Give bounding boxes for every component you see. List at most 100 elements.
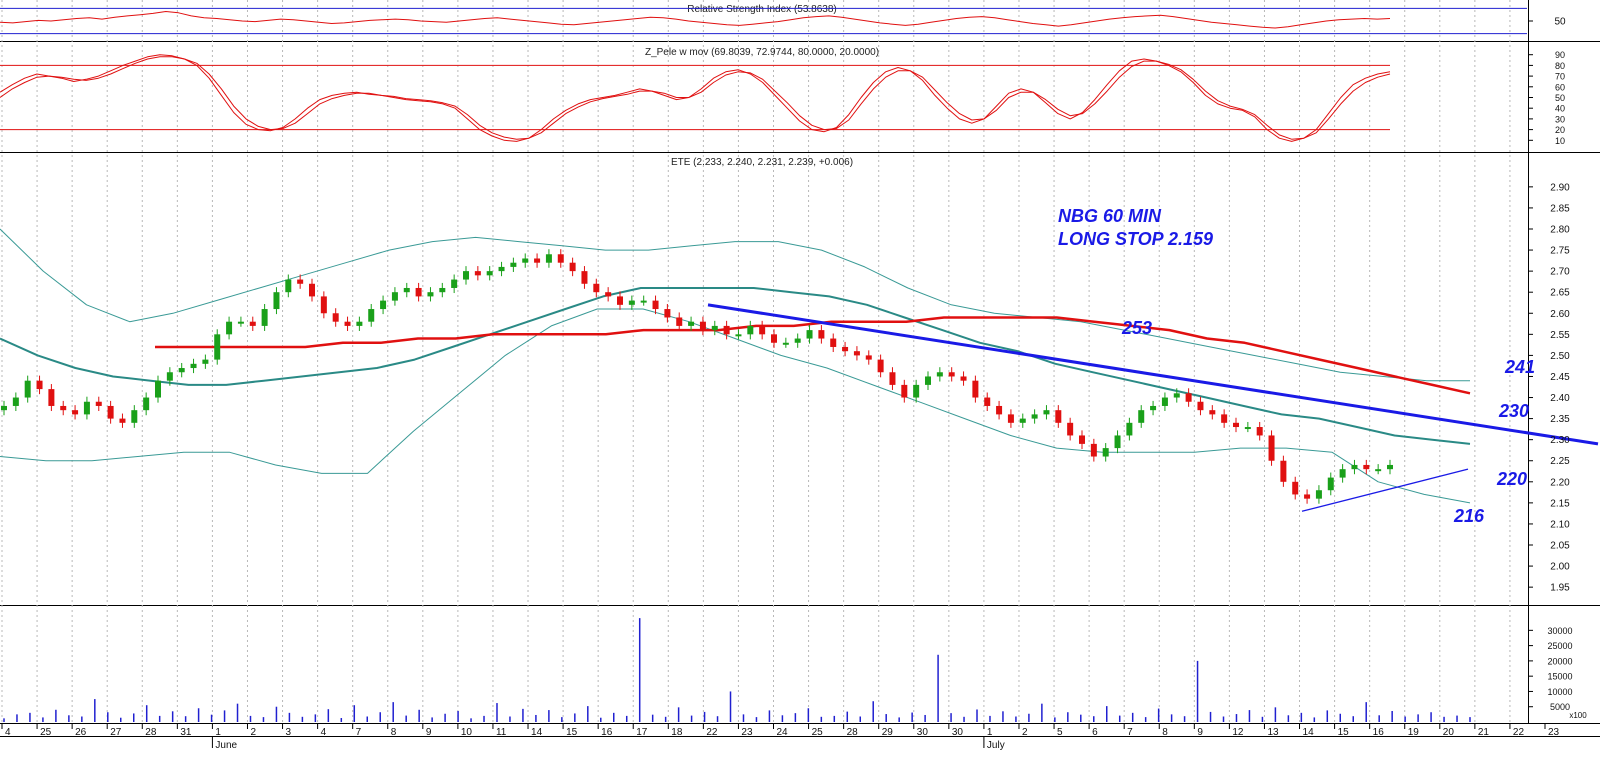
y-tick-label: 50	[1554, 17, 1566, 28]
y-tick-label: 2.30	[1550, 435, 1570, 446]
candle-body	[569, 262, 576, 272]
candle-body	[1031, 414, 1038, 419]
candle-body	[996, 405, 1003, 415]
y-tick-label: 30	[1555, 114, 1565, 124]
x-tick-label: 8	[391, 727, 397, 738]
volume-panel	[3, 618, 1471, 722]
y-tick-label: 2.00	[1550, 562, 1570, 573]
candle-body	[1067, 422, 1074, 436]
candle-body	[1019, 418, 1026, 423]
candle-body	[178, 368, 185, 373]
x-tick-label: 23	[1548, 727, 1560, 738]
y-tick-label: 15000	[1547, 672, 1572, 682]
x-tick-label: 4	[321, 727, 327, 738]
y-tick-label: 2.60	[1550, 309, 1570, 320]
candle-body	[1150, 405, 1157, 411]
y-tick-label: 2.75	[1550, 246, 1570, 257]
candle-body	[1197, 401, 1204, 411]
stoch-line-1	[0, 56, 1391, 140]
candle-body	[830, 338, 837, 347]
candle-body	[1007, 414, 1014, 423]
candle-body	[1339, 469, 1346, 478]
y-tick-label: 80	[1555, 61, 1565, 71]
candle-body	[534, 258, 541, 263]
y-tick-label: 2.90	[1550, 182, 1570, 193]
y-tick-label: 2.70	[1550, 267, 1570, 278]
x-tick-label: 20	[1443, 727, 1455, 738]
y-tick-label: 2.50	[1550, 351, 1570, 362]
x-tick-label: 7	[1127, 727, 1133, 738]
annotation-230: 230	[1498, 401, 1529, 421]
y-tick-label: 2.35	[1550, 414, 1570, 425]
y-tick-label: 2.45	[1550, 372, 1570, 383]
candle-body	[439, 287, 446, 293]
candle-body	[72, 410, 79, 415]
candle-body	[925, 376, 931, 385]
candle-body	[1351, 464, 1358, 470]
annotations: NBG 60 MIN LONG STOP 2.159 253 241 230 2…	[1058, 206, 1535, 526]
candle-body	[842, 346, 849, 352]
y-tick-label: 40	[1555, 104, 1565, 114]
candle-body	[131, 410, 138, 423]
candle-body	[557, 254, 564, 263]
y-tick-label: 2.25	[1550, 456, 1570, 467]
price-panel: ETE (2.233, 2.240, 2.231, 2.239, +0.006)	[0, 157, 1599, 512]
candle-body	[1114, 435, 1121, 449]
x-tick-label: 2	[1022, 727, 1028, 738]
candle-body	[1244, 427, 1251, 430]
candle-body	[1363, 464, 1370, 470]
candle-body	[143, 397, 150, 411]
candle-body	[948, 372, 955, 377]
stoch-line-0	[0, 54, 1391, 142]
x-tick-label: 19	[1408, 727, 1420, 738]
x-tick-label: 25	[40, 727, 52, 738]
candle-body	[1209, 410, 1216, 415]
y-tick-label: 10	[1555, 136, 1565, 146]
y-axes: 509080706050403020102.902.852.802.752.70…	[1528, 17, 1587, 720]
x-tick-label: 27	[110, 727, 122, 738]
x-tick-label: 21	[1478, 727, 1490, 738]
x-tick-label: 22	[706, 727, 718, 738]
moving-average-long	[155, 316, 1471, 395]
y-tick-label: 2.40	[1550, 393, 1570, 404]
x-tick-label: 9	[426, 727, 432, 738]
x-tick-label: 1	[215, 727, 221, 738]
candle-body	[782, 342, 789, 345]
candle-body	[427, 292, 434, 297]
x-tick-label: 14	[531, 727, 543, 738]
candle-body	[1221, 414, 1228, 423]
candle-body	[723, 325, 730, 335]
annotation-title-line2: LONG STOP 2.159	[1058, 229, 1213, 249]
month-label: July	[987, 740, 1005, 751]
candle-body	[913, 384, 920, 398]
x-tick-label: 15	[566, 727, 578, 738]
candle-body	[155, 380, 161, 398]
x-tick-label: 23	[741, 727, 753, 738]
x-tick-label: 30	[952, 727, 964, 738]
candle-body	[498, 266, 505, 272]
stoch-title: Z_Pele w mov (69.8039, 72.9744, 80.0000,…	[645, 47, 879, 58]
x-tick-label: 14	[1303, 727, 1315, 738]
candle-body	[617, 296, 623, 305]
y-tick-label: 20	[1555, 125, 1565, 135]
x-tick-label: 7	[356, 727, 362, 738]
candle-body	[190, 363, 197, 369]
candle-body	[237, 321, 244, 324]
candle-body	[1185, 393, 1192, 402]
rsi-title: Relative Strength Index (53.8638)	[687, 4, 837, 15]
candle-body	[261, 309, 268, 326]
candle-body	[652, 300, 659, 310]
stochastic-panel: Z_Pele w mov (69.8039, 72.9744, 80.0000,…	[0, 47, 1391, 142]
x-tick-label: 3	[286, 727, 292, 738]
candle-body	[735, 334, 742, 337]
candle-body	[1256, 427, 1263, 436]
candle-body	[285, 279, 292, 293]
candle-body	[818, 330, 825, 339]
candle-body	[1043, 410, 1050, 415]
candle-body	[309, 283, 315, 297]
y-tick-label: 2.80	[1550, 224, 1570, 235]
x-tick-label: 31	[180, 727, 192, 738]
candle-body	[12, 397, 19, 406]
moving-average-mid	[0, 287, 1471, 445]
candle-body	[119, 418, 126, 423]
